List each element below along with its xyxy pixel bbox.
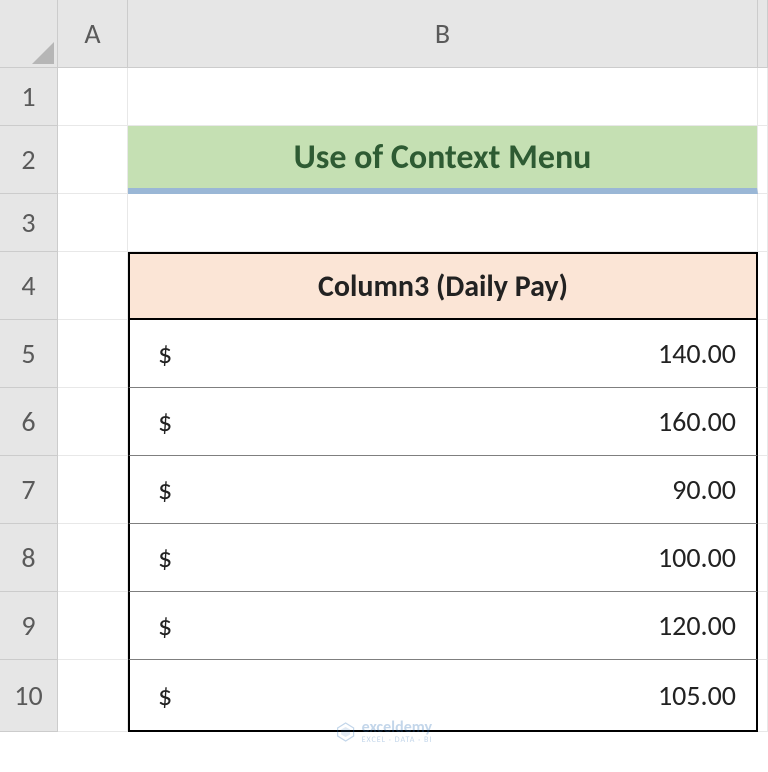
cell-a3[interactable] (58, 194, 128, 252)
currency-symbol: $ (158, 404, 172, 439)
title-cell[interactable]: Use of Context Menu (128, 126, 758, 194)
row-header-10[interactable]: 10 (0, 660, 58, 732)
table-row[interactable]: $ 140.00 (128, 320, 758, 388)
table-row[interactable]: $ 100.00 (128, 524, 758, 592)
cell-edge-8 (758, 524, 768, 592)
currency-symbol: $ (158, 540, 172, 575)
cell-edge-2 (758, 126, 768, 194)
cell-a1[interactable] (58, 68, 128, 126)
cell-a7[interactable] (58, 456, 128, 524)
cell-value: 120.00 (658, 608, 736, 643)
cell-edge-9 (758, 592, 768, 660)
cell-edge-10 (758, 660, 768, 732)
table-row[interactable]: $ 120.00 (128, 592, 758, 660)
cell-edge-1 (758, 68, 768, 126)
cell-a6[interactable] (58, 388, 128, 456)
row-header-8[interactable]: 8 (0, 524, 58, 592)
cell-a2[interactable] (58, 126, 128, 194)
table-header-cell[interactable]: Column3 (Daily Pay) (128, 252, 758, 320)
cell-b1[interactable] (128, 68, 758, 126)
cell-value: 100.00 (658, 540, 736, 575)
table-header-text: Column3 (Daily Pay) (318, 268, 568, 305)
row-header-5[interactable]: 5 (0, 320, 58, 388)
currency-symbol: $ (158, 472, 172, 507)
column-header-a[interactable]: A (58, 0, 128, 68)
cell-a5[interactable] (58, 320, 128, 388)
cell-value: 140.00 (658, 336, 736, 371)
cell-value: 105.00 (658, 678, 736, 713)
watermark-tagline: EXCEL · DATA · BI (362, 736, 433, 744)
row-header-1[interactable]: 1 (0, 68, 58, 126)
cell-a9[interactable] (58, 592, 128, 660)
currency-symbol: $ (158, 336, 172, 371)
currency-symbol: $ (158, 608, 172, 643)
row-header-6[interactable]: 6 (0, 388, 58, 456)
cell-value: 90.00 (672, 472, 736, 507)
cell-edge-7 (758, 456, 768, 524)
table-row[interactable]: $ 160.00 (128, 388, 758, 456)
cell-a10[interactable] (58, 660, 128, 732)
cell-edge-5 (758, 320, 768, 388)
row-header-9[interactable]: 9 (0, 592, 58, 660)
table-row[interactable]: $ 105.00 (128, 660, 758, 732)
row-header-2[interactable]: 2 (0, 126, 58, 194)
row-header-3[interactable]: 3 (0, 194, 58, 252)
row-header-4[interactable]: 4 (0, 252, 58, 320)
cell-a8[interactable] (58, 524, 128, 592)
title-text: Use of Context Menu (294, 137, 592, 178)
column-header-b[interactable]: B (128, 0, 758, 68)
cell-a4[interactable] (58, 252, 128, 320)
cell-b3[interactable] (128, 194, 758, 252)
select-all-corner[interactable] (0, 0, 58, 68)
column-header-edge (758, 0, 768, 68)
cell-value: 160.00 (658, 404, 736, 439)
cell-edge-3 (758, 194, 768, 252)
cell-edge-4 (758, 252, 768, 320)
row-header-7[interactable]: 7 (0, 456, 58, 524)
spreadsheet-grid: A B 1 2 Use of Context Menu 3 4 Column3 … (0, 0, 768, 732)
cell-edge-6 (758, 388, 768, 456)
table-row[interactable]: $ 90.00 (128, 456, 758, 524)
currency-symbol: $ (158, 678, 172, 713)
